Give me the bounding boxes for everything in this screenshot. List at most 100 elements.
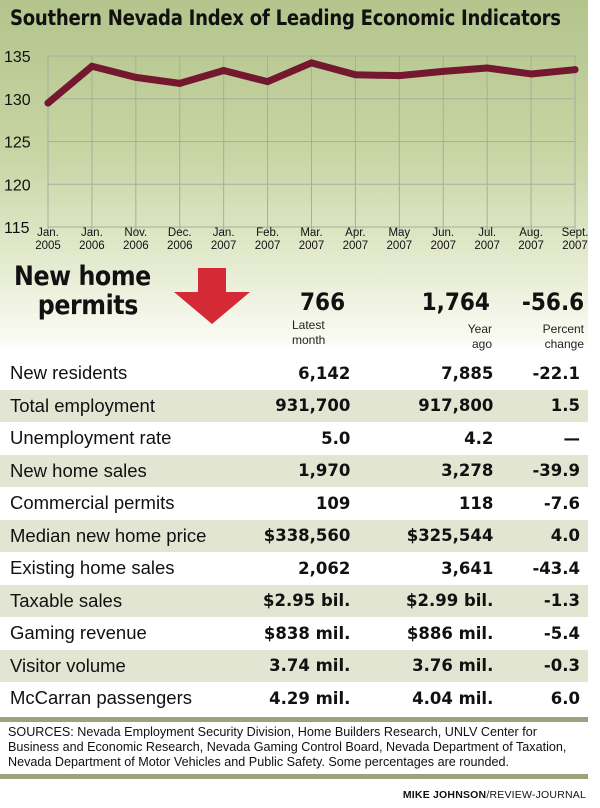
indicators-table: New residents 6,142 7,885 -22.1 Total employ… <box>0 357 588 715</box>
x-tick-year: 2005 <box>35 240 61 250</box>
table-row: Visitor volume 3.74 mil. 3.76 mil. -0.3 <box>0 649 588 682</box>
row-latest-value: 1,970 <box>226 454 351 487</box>
row-percent-change: -43.4 <box>532 558 580 578</box>
credit-org: /REVIEW-JOURNAL <box>486 789 586 801</box>
table-row: Total employment 931,700 917,800 1.5 <box>0 389 588 422</box>
row-latest-value: 5.0 <box>321 428 351 448</box>
row-year-ago-value: $886 mil. <box>406 623 494 643</box>
x-tick-year: 2007 <box>430 240 456 250</box>
headline-line2: permits <box>37 290 139 321</box>
x-tick-month: Nov. <box>124 227 147 239</box>
row-label: Visitor volume <box>0 649 227 682</box>
row-label: Median new home price <box>0 519 227 552</box>
table-row: Median new home price $338,560 $325,544 4.0 <box>0 519 588 552</box>
data-point <box>176 79 184 87</box>
row-latest-value: $2.95 bil. <box>226 584 351 617</box>
row-label: Commercial permits <box>10 492 175 514</box>
row-percent-change: -1.3 <box>493 584 588 617</box>
headline-year-ago-value: 1,764 <box>421 288 490 316</box>
data-point <box>220 67 228 75</box>
chart-title: Southern Nevada Index of Leading Economi… <box>10 6 561 30</box>
x-tick-year: 2007 <box>299 240 325 250</box>
credit-name: MIKE JOHNSON <box>402 789 487 801</box>
row-label: New home sales <box>0 454 227 487</box>
percent-label-line1: Percent <box>542 322 584 336</box>
table-row: New home sales 1,970 3,278 -39.9 <box>0 454 588 487</box>
x-tick-year: 2007 <box>387 240 413 250</box>
data-point <box>571 66 579 74</box>
row-percent-change: -5.4 <box>543 623 580 643</box>
x-tick-year: 2007 <box>255 240 281 250</box>
row-percent-change: 6.0 <box>550 688 580 708</box>
row-percent-change: — <box>563 428 581 448</box>
data-point <box>88 62 96 70</box>
latest-label-line1: Latest <box>292 318 325 332</box>
divider-top <box>0 717 588 722</box>
percent-change-label: Percent change <box>524 322 584 352</box>
table-row: McCarran passengers 4.29 mil. 4.04 mil. 6.0 <box>0 682 588 715</box>
row-percent-change: 1.5 <box>493 389 588 422</box>
row-year-ago-value: 917,800 <box>350 389 494 422</box>
x-tick-month: Jan. <box>37 227 59 239</box>
data-point <box>439 67 447 75</box>
x-tick-month: Jan. <box>213 227 235 239</box>
x-tick-month: Sept. <box>562 227 589 239</box>
x-tick-month: Mar. <box>300 227 322 239</box>
row-label: Unemployment rate <box>10 427 172 449</box>
percent-label-line2: change <box>544 337 584 351</box>
year-ago-label-line1: Year <box>467 322 492 336</box>
down-arrow-icon <box>174 268 250 324</box>
headline-percent-change-value: -56.6 <box>521 288 584 316</box>
headline-title: New home permits <box>14 262 151 320</box>
x-tick-year: 2007 <box>562 240 588 250</box>
y-tick-label: 135 <box>4 49 31 66</box>
row-year-ago-value: 3.76 mil. <box>350 649 494 682</box>
row-percent-change: -39.9 <box>493 454 588 487</box>
row-latest-value: 109 <box>315 493 351 513</box>
row-year-ago-value: $2.99 bil. <box>350 584 494 617</box>
row-year-ago-value: 7,885 <box>441 363 494 383</box>
table-row: New residents 6,142 7,885 -22.1 <box>0 357 588 390</box>
table-row: Commercial permits 109 118 -7.6 <box>0 487 588 520</box>
data-point <box>395 72 403 80</box>
latest-label-line2: month <box>292 333 326 347</box>
row-percent-change: -22.1 <box>532 363 580 383</box>
row-year-ago-value: 3,278 <box>350 454 494 487</box>
row-latest-value: $338,560 <box>226 519 351 552</box>
row-year-ago-value: 3,641 <box>441 558 494 578</box>
data-point <box>44 99 52 107</box>
y-tick-label: 130 <box>4 92 31 109</box>
table-row: Taxable sales $2.95 bil. $2.99 bil. -1.3 <box>0 584 588 617</box>
year-ago-label: Year ago <box>456 322 492 352</box>
row-year-ago-value: $325,544 <box>350 519 494 552</box>
row-year-ago-value: 4.04 mil. <box>412 688 494 708</box>
row-latest-value: 6,142 <box>298 363 351 383</box>
x-tick-year: 2007 <box>518 240 544 250</box>
headline-line1: New home <box>14 261 151 292</box>
x-tick-month: Jun. <box>432 227 454 239</box>
table-row: Existing home sales 2,062 3,641 -43.4 <box>0 552 588 585</box>
data-point <box>264 78 272 86</box>
headline-latest-value: 766 <box>299 288 345 316</box>
y-tick-label: 115 <box>4 220 30 237</box>
data-point <box>132 73 140 81</box>
x-tick-year: 2007 <box>343 240 369 250</box>
row-latest-value: 2,062 <box>298 558 351 578</box>
row-latest-value: 3.74 mil. <box>226 649 351 682</box>
row-percent-change: -7.6 <box>543 493 580 513</box>
row-latest-value: $838 mil. <box>263 623 351 643</box>
latest-month-label: Latest month <box>292 318 352 348</box>
y-tick-label: 120 <box>4 177 31 194</box>
data-point <box>351 71 359 79</box>
chart-panel <box>0 0 588 345</box>
x-tick-year: 2006 <box>167 240 193 250</box>
row-label: New residents <box>10 362 128 384</box>
x-tick-year: 2007 <box>474 240 500 250</box>
year-ago-label-line2: ago <box>471 337 492 351</box>
row-percent-change: 4.0 <box>493 519 588 552</box>
row-percent-change: -0.3 <box>493 649 588 682</box>
divider-bottom <box>0 774 588 779</box>
credit-line: MIKE JOHNSON/REVIEW-JOURNAL <box>403 789 586 801</box>
row-latest-value: 931,700 <box>226 389 351 422</box>
